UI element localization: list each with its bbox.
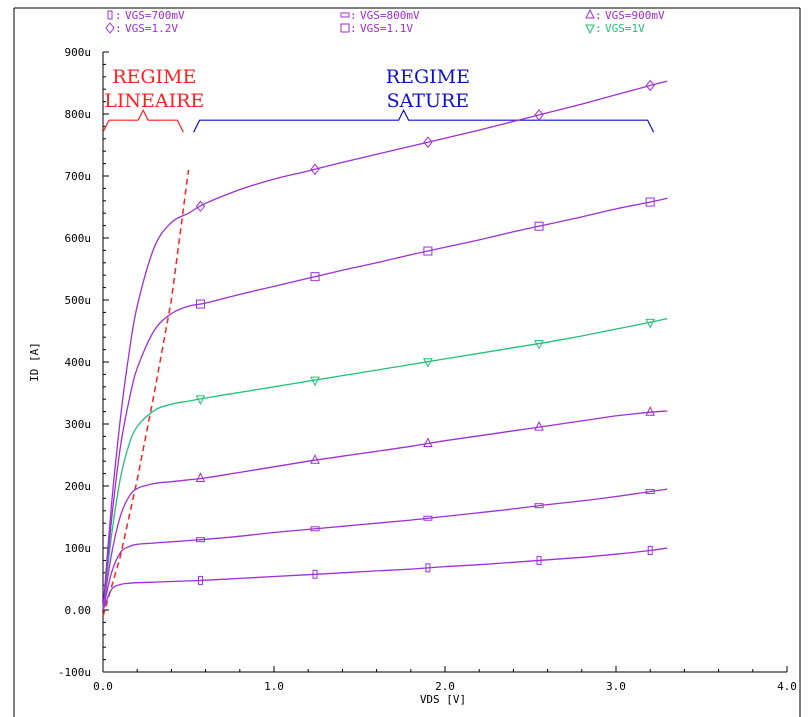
- legend-layer: : VGS=700mV: VGS=800mV: VGS=900mV: VGS=1.2V:…: [105, 8, 665, 35]
- data-point-marker: [423, 437, 433, 448]
- y-tick-label: 900u: [65, 46, 92, 59]
- legend-colon: :: [595, 22, 602, 35]
- legend-marker: [585, 8, 595, 19]
- linear-regime-label: LINEAIRE: [104, 90, 204, 112]
- legend-marker: [340, 12, 350, 18]
- legend-label: VGS=900mV: [605, 9, 665, 22]
- data-point-marker: [645, 79, 655, 92]
- data-point-marker: [310, 163, 320, 176]
- legend-label: VGS=700mV: [125, 9, 185, 22]
- data-point-marker: [195, 200, 206, 213]
- data-point-marker: [534, 340, 544, 350]
- legend-marker: [340, 23, 350, 33]
- legend-colon: :: [350, 22, 357, 35]
- y-tick-label: 400u: [65, 356, 92, 369]
- legend-colon: :: [115, 22, 122, 35]
- saturation-regime-brace: [193, 108, 655, 133]
- data-point-marker: [647, 545, 653, 555]
- data-point-marker: [195, 537, 205, 543]
- data-point-marker: [425, 563, 431, 573]
- y-tick-label: 100u: [65, 542, 92, 555]
- legend-marker: [585, 24, 595, 35]
- series-vgs-800mv: [102, 488, 668, 611]
- legend-item: : VGS=800mV: [340, 9, 420, 22]
- legend-label: VGS=1V: [605, 22, 645, 35]
- legend-item: : VGS=1V: [585, 22, 645, 35]
- data-point-marker: [534, 503, 544, 509]
- data-point-marker: [423, 515, 433, 521]
- data-point-marker: [534, 221, 544, 231]
- data-point-marker: [423, 358, 433, 368]
- data-point-marker: [645, 197, 655, 207]
- data-point-marker: [310, 376, 320, 387]
- axes-layer: -100u 0.00 100u 200u 300u 400u 500u 600u 700u 800…: [13, 7, 801, 717]
- legend-item: : VGS=700mV: [107, 9, 185, 22]
- series-line: [102, 547, 668, 611]
- legend-colon: :: [115, 9, 122, 22]
- data-point-marker: [195, 299, 205, 309]
- series-line: [102, 197, 668, 611]
- data-point-marker: [195, 472, 206, 482]
- series-layer: [102, 79, 668, 611]
- data-point-marker: [312, 569, 318, 579]
- linear-regime-brace: [102, 108, 184, 133]
- x-axis-title: VDS [V]: [420, 693, 466, 706]
- saturation-regime-label: SATURE: [387, 90, 470, 112]
- data-point-marker: [534, 420, 544, 431]
- data-point-marker: [645, 406, 656, 416]
- y-tick-label: 0.00: [65, 604, 92, 617]
- linear-regime-label: REGIME: [112, 66, 196, 88]
- y-tick-label: 200u: [65, 480, 92, 493]
- data-point-marker: [310, 272, 320, 282]
- data-point-marker: [534, 109, 544, 121]
- series-line: [102, 317, 668, 611]
- series-vgs-1-2v: [102, 79, 668, 611]
- y-tick-label: 500u: [65, 294, 92, 307]
- y-axis-title: ID [A]: [28, 342, 41, 382]
- regime-boundary-line: [102, 169, 190, 617]
- y-tick-label: 600u: [65, 232, 92, 245]
- series-line: [102, 410, 668, 611]
- series-vgs-700mv: [102, 545, 668, 611]
- data-point-marker: [423, 246, 433, 256]
- y-tick-label: -100u: [58, 666, 91, 679]
- data-point-marker: [536, 555, 542, 565]
- data-point-marker: [423, 136, 433, 149]
- x-tick-label: 4.0: [777, 680, 797, 693]
- data-point-marker: [645, 489, 655, 495]
- legend-label: VGS=1.1V: [360, 22, 413, 35]
- series-vgs-1-1v: [102, 197, 668, 611]
- series-vgs-1v: [102, 317, 668, 611]
- data-point-marker: [310, 454, 320, 464]
- legend-label: VGS=1.2V: [125, 22, 178, 35]
- series-vgs-900mv: [102, 406, 668, 611]
- legend-marker: [107, 10, 113, 20]
- series-line: [102, 80, 668, 611]
- x-tick-label: 3.0: [606, 680, 626, 693]
- legend-item: : VGS=900mV: [585, 8, 665, 22]
- legend-label: VGS=800mV: [360, 9, 420, 22]
- series-line: [102, 488, 668, 611]
- data-point-marker: [645, 318, 656, 329]
- legend-item: : VGS=1.2V: [105, 22, 178, 35]
- legend-colon: :: [350, 9, 357, 22]
- legend-item: : VGS=1.1V: [340, 22, 413, 35]
- saturation-regime-label: REGIME: [386, 66, 470, 88]
- x-tick-label: 1.0: [264, 680, 284, 693]
- y-tick-label: 800u: [65, 108, 92, 121]
- legend-marker: [105, 22, 115, 34]
- y-tick-label: 300u: [65, 418, 92, 431]
- data-point-marker: [195, 395, 206, 406]
- x-tick-label: 2.0: [435, 680, 455, 693]
- data-point-marker: [310, 526, 320, 532]
- x-tick-label: 0.0: [93, 680, 113, 693]
- y-tick-label: 700u: [65, 170, 92, 183]
- data-point-marker: [197, 575, 203, 585]
- legend-colon: :: [595, 9, 602, 22]
